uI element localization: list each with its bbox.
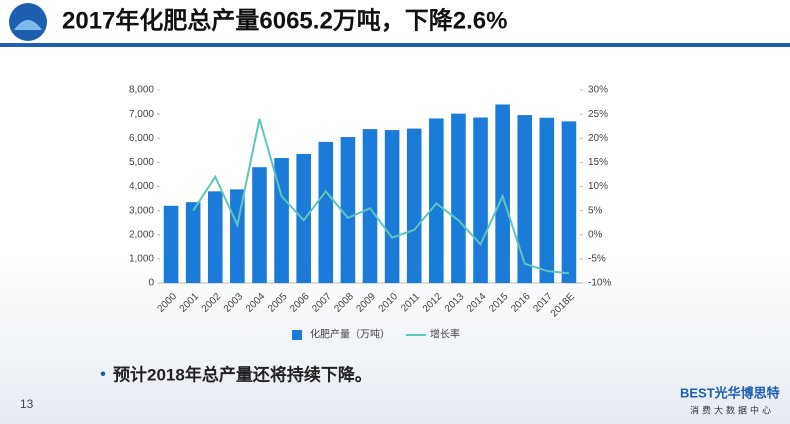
bar bbox=[362, 129, 378, 283]
logo-sub: 消费大数据中心 bbox=[690, 404, 774, 415]
bar bbox=[539, 117, 555, 284]
bar bbox=[495, 104, 510, 283]
bar bbox=[473, 117, 488, 283]
bar bbox=[163, 205, 179, 283]
bar bbox=[406, 128, 422, 283]
y-tick-label: 6,000 bbox=[129, 133, 154, 144]
bar bbox=[340, 137, 356, 283]
header-rule bbox=[0, 43, 790, 47]
bar bbox=[185, 202, 201, 283]
y2-tick-label: 30% bbox=[588, 85, 608, 96]
y2-tick-label: 10% bbox=[588, 181, 608, 192]
bullet-dot: • bbox=[100, 364, 106, 383]
bar bbox=[207, 191, 223, 283]
legend-label: 化肥产量（万吨） bbox=[310, 328, 390, 341]
y-tick-label: 1,000 bbox=[129, 254, 154, 265]
bar bbox=[252, 167, 267, 283]
page-number: 13 bbox=[20, 397, 34, 411]
y-tick-label: 2,000 bbox=[129, 229, 154, 240]
bar bbox=[517, 115, 533, 283]
bar bbox=[429, 118, 444, 283]
legend-swatch bbox=[292, 330, 302, 340]
slide-title: 2017年化肥总产量6065.2万吨，下降2.6% bbox=[62, 6, 508, 34]
y-tick-label: 0 bbox=[148, 278, 154, 289]
logo-icon-detail bbox=[14, 20, 42, 30]
y-tick-label: 4,000 bbox=[129, 181, 154, 192]
bar bbox=[561, 121, 577, 283]
y2-tick-label: -10% bbox=[588, 278, 611, 289]
bullet-text: 预计2018年总产量还将持续下降。 bbox=[113, 364, 372, 384]
y2-tick-label: 0% bbox=[588, 229, 603, 240]
y2-tick-label: -5% bbox=[588, 254, 606, 265]
y2-tick-label: 25% bbox=[588, 109, 608, 120]
y2-tick-label: 15% bbox=[588, 157, 608, 168]
bar bbox=[318, 141, 334, 283]
y-tick-label: 7,000 bbox=[129, 109, 154, 120]
legend-label: 增长率 bbox=[430, 328, 460, 341]
bar bbox=[230, 189, 245, 283]
bar bbox=[274, 158, 289, 283]
logo-brand: BEST光华博思特 bbox=[680, 385, 780, 400]
y2-tick-label: 5% bbox=[588, 205, 603, 216]
bar bbox=[451, 113, 466, 283]
y-tick-label: 3,000 bbox=[129, 205, 154, 216]
line bbox=[192, 118, 570, 275]
bar bbox=[296, 153, 311, 283]
y-tick-label: 8,000 bbox=[129, 85, 154, 96]
y2-tick-label: 20% bbox=[588, 133, 608, 144]
bar bbox=[384, 130, 400, 283]
y-tick-label: 5,000 bbox=[129, 157, 154, 168]
